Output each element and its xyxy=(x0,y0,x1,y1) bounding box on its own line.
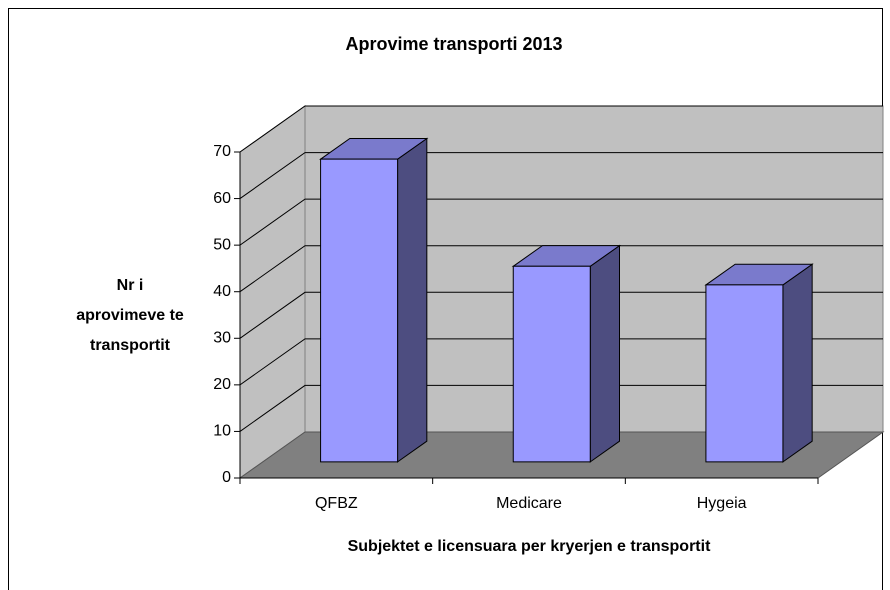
y-tick-label: 30 xyxy=(213,330,231,347)
bar-side xyxy=(589,244,620,463)
grid-line xyxy=(239,105,883,153)
x-tick-label: Hygeia xyxy=(697,495,747,512)
grid-line xyxy=(239,245,883,293)
y-axis-label: transportit xyxy=(90,337,171,354)
y-tick-label: 10 xyxy=(213,423,231,440)
x-axis-label: Subjektet e licensuara per kryerjen e tr… xyxy=(348,538,711,555)
y-tick-label: 20 xyxy=(213,376,231,393)
grid-line xyxy=(239,338,883,386)
grid-line xyxy=(239,291,883,339)
y-tick-label: 50 xyxy=(213,236,231,253)
y-tick-label: 60 xyxy=(213,190,231,207)
grid-line xyxy=(239,198,883,246)
grid-line xyxy=(239,152,883,199)
chart-title: Aprovime transporti 2013 xyxy=(345,34,562,54)
y-tick-label: 70 xyxy=(213,143,231,160)
side-wall xyxy=(239,105,306,479)
bar-side xyxy=(782,263,813,463)
bar xyxy=(512,265,591,463)
y-axis-label: Nr i xyxy=(117,277,144,294)
x-tick-label: Medicare xyxy=(496,495,562,512)
y-axis-label: aprovimeve te xyxy=(76,307,184,324)
y-tick-label: 40 xyxy=(213,283,231,300)
grid-line xyxy=(239,384,883,432)
bar-side xyxy=(397,137,428,463)
x-tick-label: QFBZ xyxy=(315,495,358,512)
y-tick-label: 0 xyxy=(222,469,231,486)
bar xyxy=(320,158,399,463)
bar xyxy=(705,284,784,463)
